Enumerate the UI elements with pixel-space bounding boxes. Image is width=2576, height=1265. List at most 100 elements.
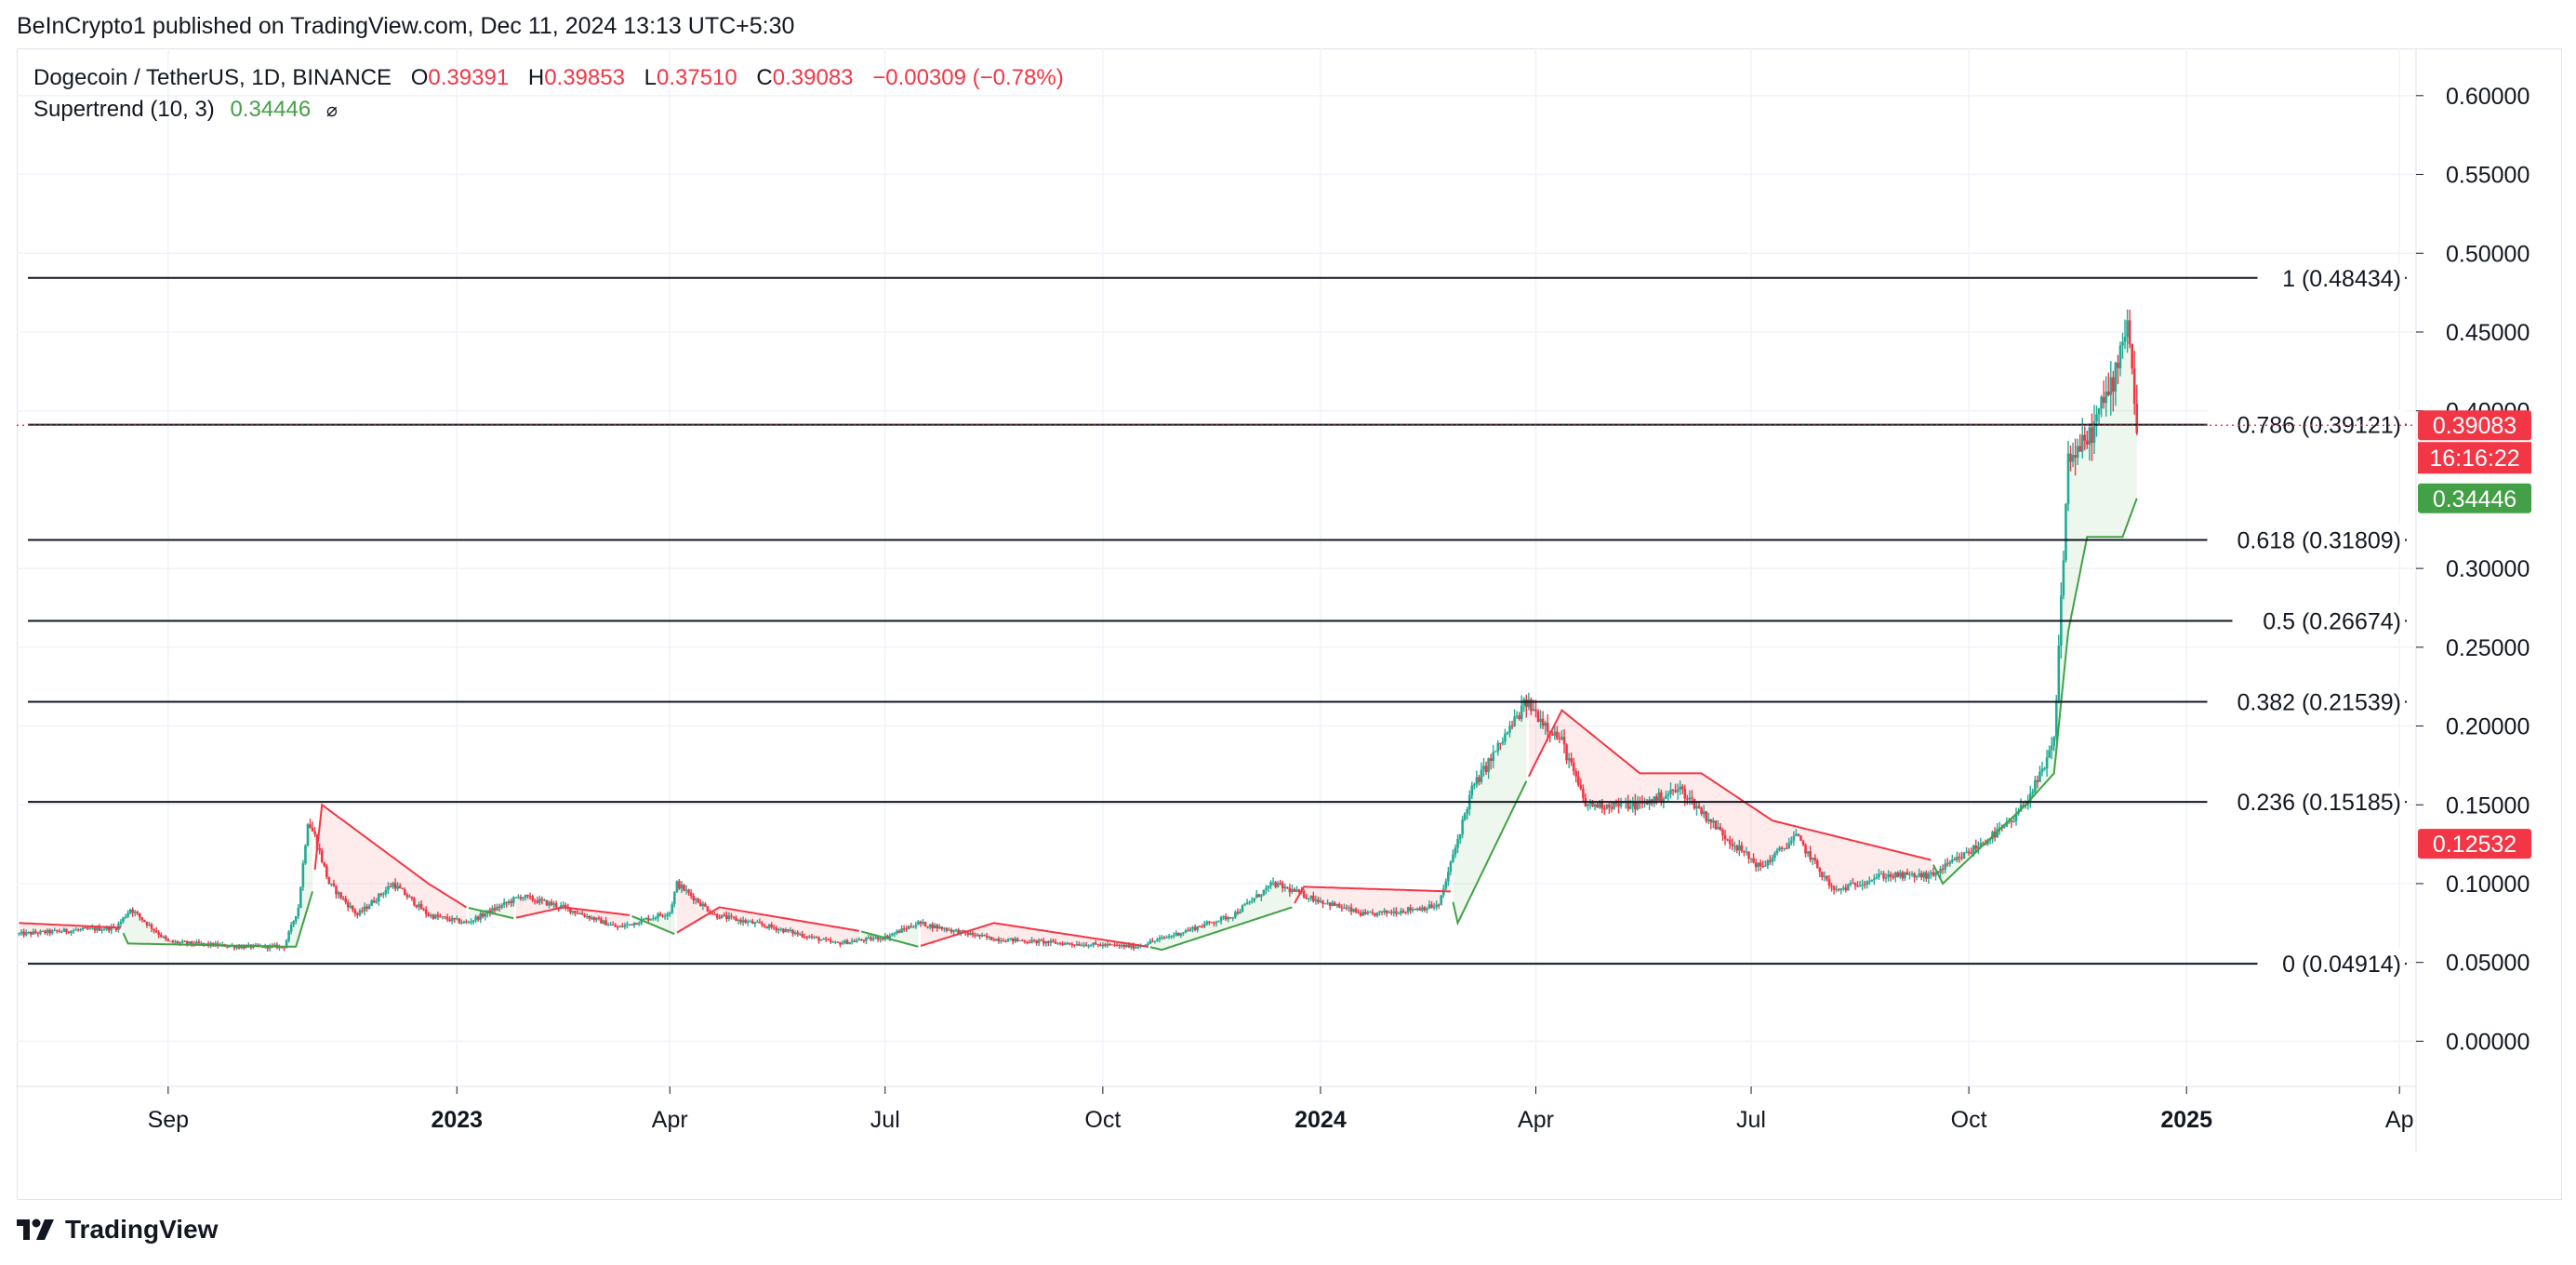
candle-body [2012,820,2015,822]
candle-body [2106,392,2110,395]
candle-body [1106,943,1109,946]
candle-body [1475,777,1479,785]
candle-body [1532,709,1535,712]
supertrend-down-line [313,803,467,909]
candle-body [1534,709,1537,712]
candle-body [1066,942,1069,944]
candle-body [995,939,998,941]
candle-body [1844,887,1848,891]
candle-body [510,900,513,903]
candle-body [1482,766,1485,770]
candle-body [623,925,627,927]
candle-body [697,899,700,903]
x-tick-label: Jul [870,1107,900,1133]
candle-body [1849,883,1852,886]
candle-body [1565,744,1568,761]
candle-body [67,932,71,934]
candle-body [1281,883,1284,889]
candle-body [1130,944,1133,948]
candle-body [313,831,316,835]
candle-body [2097,407,2101,415]
y-tick-label: 0.00000 [2446,1029,2530,1055]
y-tick-label: 0.25000 [2446,635,2530,661]
candle-body [297,907,300,916]
candle-body [1343,907,1346,909]
candle-body [902,928,906,930]
candle-body [538,899,541,903]
candle-body [349,905,352,908]
candle-body [699,902,702,907]
candle-body [408,896,411,898]
x-tick-label: Ap [2385,1107,2414,1133]
candle-body [1162,937,1166,939]
fib-label-bg [2207,686,2405,717]
candle-body [1709,819,1713,823]
hide-indicator-icon[interactable]: ⌀ [325,100,338,121]
candle-body [829,939,832,942]
candle-body [1193,926,1197,930]
candle-body [1205,921,1209,925]
candle-body [1153,940,1157,942]
candle-body [301,863,305,887]
candle-body [1693,798,1696,809]
candle-body [1236,912,1240,914]
candle-body [526,895,529,897]
candle-body [1527,699,1531,708]
candle-body [1660,792,1663,802]
candle-body [1873,878,1876,881]
candle-body [2045,757,2049,769]
candle-body [1815,860,1819,868]
price-labels: 0.39083 16:16:22 0.34446 0.12532 [2418,410,2531,859]
candle-body [1400,911,1402,914]
candle-body [1813,858,1817,861]
candle-body [1965,851,1968,853]
open-label: O [410,65,429,90]
candle-body [710,912,714,914]
candle-body [1605,805,1609,809]
candle-body [320,850,324,862]
candle-body [886,936,889,939]
candle-body [2010,820,2013,822]
supertrend-up-line [468,907,514,920]
candle-body [384,889,388,894]
candle-body [1243,904,1246,906]
candle-body [1047,941,1050,943]
candle-body [1461,819,1464,835]
candle-body [1454,847,1457,855]
indicator-name: Supertrend (10, 3) [33,97,215,122]
candle-body [931,924,934,929]
candle-body [20,931,23,934]
candle-body [197,941,201,944]
candle-body [893,933,896,935]
candle-body [114,927,118,930]
candle-body [912,926,915,928]
candle-body [524,895,527,899]
candle-body [2022,805,2025,806]
candle-body [179,942,181,944]
candle-body [1910,873,1914,875]
candle-body [1867,881,1871,883]
candle-body [450,917,454,922]
candle-body [387,886,390,890]
candle-body [765,925,768,928]
candle-body [1998,827,2001,830]
candle-body [418,903,420,908]
candle-body [1293,888,1296,892]
candle-body [654,917,657,919]
candle-body [1262,889,1266,896]
candle-body [1970,853,1972,855]
candle-body [1354,909,1358,912]
price-label-bg [2418,483,2531,513]
candle-body [110,926,113,931]
candle-body [1366,912,1370,914]
candle-body [905,928,908,930]
candle-body [1288,887,1292,893]
candle-body [978,934,981,937]
candle-body [2100,396,2103,408]
candle-body [1458,834,1462,839]
candle-body [1312,895,1315,901]
candle-body [1827,879,1831,886]
candle-body [834,941,837,943]
candle-body [2102,396,2105,404]
